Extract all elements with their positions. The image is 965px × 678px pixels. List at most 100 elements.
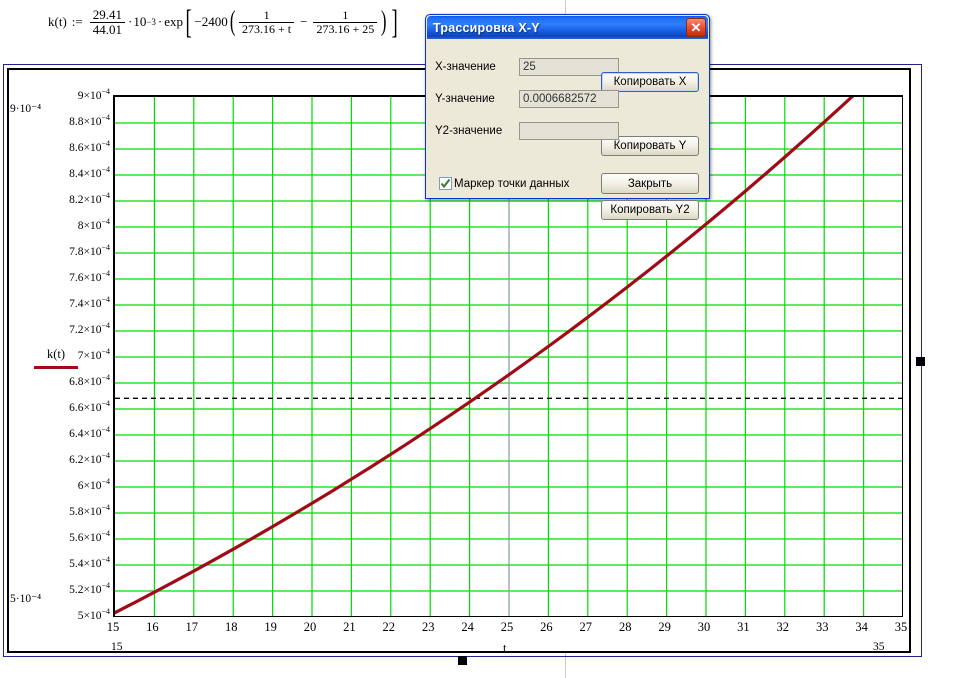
formula-assign: :=: [71, 14, 83, 30]
y-axis-tick: 6.6×10−4: [2, 400, 110, 414]
y-tick-exponent: −4: [101, 529, 110, 538]
y-axis-tick: 7.6×10−4: [2, 270, 110, 284]
y-axis-tick: 8.6×10−4: [2, 140, 110, 154]
y-tick-exponent: −4: [101, 347, 110, 356]
y-axis-tick: 8.2×10−4: [2, 192, 110, 206]
close-icon[interactable]: ✕: [686, 18, 706, 37]
x-value-label: X-значение: [435, 60, 496, 73]
x-axis-tick: 33: [815, 620, 829, 634]
x-value-field[interactable]: 25: [519, 57, 619, 76]
trace-dialog[interactable]: Трассировка X-Y ✕ X-значение 25 Копирова…: [425, 14, 710, 220]
x-axis-tick: 24: [461, 620, 474, 634]
y-tick-mantissa: 6.4×10: [69, 427, 102, 440]
x-axis-min-limit-text: 15: [111, 641, 123, 653]
x-axis-min-limit[interactable]: 15: [111, 641, 123, 653]
formula-term1: 1 273.16 + t: [239, 8, 295, 36]
y-tick-mantissa: 8.8×10: [69, 115, 102, 128]
y-tick-exponent: −4: [101, 165, 110, 174]
y-tick-exponent: −4: [101, 139, 110, 148]
y-tick-mantissa: 9×10: [77, 89, 102, 102]
checkmark-icon: [440, 178, 451, 189]
y-tick-mantissa: 7.6×10: [69, 271, 102, 284]
y-tick-mantissa: 7.4×10: [69, 297, 102, 310]
y-axis-tick: 9×10−4: [2, 88, 110, 102]
y2-value-field[interactable]: [519, 121, 619, 140]
y-axis-min-limit-text: 5·10⁻⁴: [10, 593, 42, 605]
formula-fraction: 29.41 44.01: [89, 7, 125, 36]
y-tick-exponent: −4: [101, 191, 110, 200]
bracket-open-icon: [: [185, 3, 192, 41]
y-tick-mantissa: 7×10: [77, 349, 102, 362]
y-axis-max-limit[interactable]: 9·10⁻⁴: [10, 101, 41, 115]
formula-term1-numerator: 1: [263, 8, 270, 23]
y-value-field[interactable]: 0.0006682572: [519, 89, 619, 108]
y-tick-mantissa: 7.2×10: [69, 323, 102, 336]
formula-term2: 1 273.16 + 25: [313, 9, 378, 36]
y-axis-tick: 5.8×10−4: [2, 504, 110, 518]
x-axis-tick: 28: [618, 620, 632, 634]
y-tick-mantissa: 8.6×10: [69, 141, 102, 154]
x-axis-tick: 27: [579, 620, 593, 634]
formula-power-base: 10: [133, 14, 147, 30]
data-point-marker-checkbox[interactable]: [439, 177, 452, 190]
x-axis-tick: 25: [500, 620, 514, 634]
y-tick-mantissa: 5.6×10: [69, 531, 102, 544]
y-axis-tick: 7×10−4: [2, 348, 110, 362]
y-tick-exponent: −4: [101, 477, 110, 486]
paren-open-icon: (: [229, 5, 236, 37]
x-value-row: X-значение 25 Копировать X: [427, 56, 708, 92]
y-tick-exponent: −4: [101, 607, 110, 616]
y-tick-mantissa: 7.8×10: [69, 245, 102, 258]
y-tick-mantissa: 5.2×10: [69, 583, 102, 596]
formula-term2-denominator: 273.16 + 25: [313, 21, 378, 36]
y-tick-mantissa: 5×10: [77, 609, 102, 622]
y-tick-exponent: −4: [101, 425, 110, 434]
dialog-body: X-значение 25 Копировать X Y-значение 0.…: [427, 39, 708, 220]
y-axis-tick: 5.4×10−4: [2, 556, 110, 570]
y-tick-exponent: −4: [101, 321, 110, 330]
formula-numerator: 29.41: [92, 7, 122, 22]
y-tick-exponent: −4: [101, 269, 110, 278]
formula-exp-label: exp: [164, 14, 184, 30]
y-axis-min-limit[interactable]: 5·10⁻⁴: [10, 591, 41, 605]
x-axis-tick: 34: [855, 620, 868, 634]
paren-close-icon: ): [381, 5, 387, 37]
y-tick-exponent: −4: [101, 113, 110, 122]
x-axis-tick: 30: [697, 620, 711, 634]
y-axis-tick: 8×10−4: [2, 218, 110, 232]
x-axis-tick: 26: [540, 620, 553, 634]
resize-handle-right[interactable]: [916, 357, 925, 366]
y-axis-tick: 6.4×10−4: [2, 426, 110, 440]
x-axis-tick: 19: [264, 620, 277, 634]
dialog-title-text: Трассировка X-Y: [433, 20, 540, 35]
copy-x-button[interactable]: Копировать X: [601, 72, 699, 92]
y2-value-label: Y2-значение: [435, 124, 503, 137]
y-tick-exponent: −4: [101, 555, 110, 564]
y-axis-tick: 6.2×10−4: [2, 452, 110, 466]
y-axis-tick: 6×10−4: [2, 478, 110, 492]
y-tick-exponent: −4: [101, 87, 110, 96]
legend-color-swatch: [34, 366, 78, 369]
y-tick-mantissa: 5.4×10: [69, 557, 102, 570]
legend-ktrace[interactable]: k(t): [20, 347, 92, 369]
y-axis-tick: 7.4×10−4: [2, 296, 110, 310]
data-point-marker-row[interactable]: Маркер точки данных: [439, 177, 569, 190]
y-tick-exponent: −4: [101, 581, 110, 590]
y-value-row: Y-значение 0.0006682572 Копировать Y: [427, 88, 708, 156]
formula-term1-denominator: 273.16 + t: [239, 21, 295, 36]
mathcad-formula[interactable]: k(t) := 29.41 44.01 · 10 −3 · exp [ −2400…: [48, 3, 398, 41]
close-glyph: ✕: [690, 20, 702, 35]
y-tick-mantissa: 6.6×10: [69, 401, 102, 414]
copy-y-button[interactable]: Копировать Y: [601, 136, 699, 156]
close-dialog-button[interactable]: Закрыть: [601, 173, 699, 194]
resize-handle-bottom[interactable]: [458, 656, 467, 665]
dialog-title-bar[interactable]: Трассировка X-Y ✕: [427, 16, 708, 39]
x-axis-tick: 18: [224, 620, 238, 634]
x-axis-max-limit[interactable]: 35: [873, 641, 885, 653]
x-axis-tick: 31: [737, 620, 750, 634]
y-value-label: Y-значение: [435, 92, 495, 105]
x-axis-name: t: [503, 641, 507, 655]
y-axis-max-limit-text: 9·10⁻⁴: [10, 103, 42, 115]
copy-y2-button[interactable]: Копировать Y2: [601, 200, 699, 220]
